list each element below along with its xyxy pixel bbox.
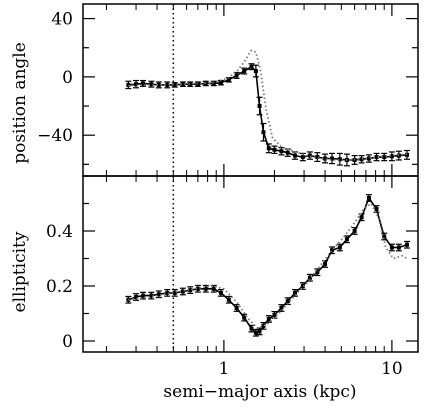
- position-angle-data-point: [234, 73, 239, 78]
- ellipticity-data-point: [307, 275, 312, 280]
- position-angle-data-point: [285, 150, 290, 155]
- position-angle-data-point: [366, 156, 371, 161]
- position-angle-data-point: [300, 155, 305, 160]
- ellipticity-data-point: [323, 262, 328, 266]
- position-angle-data-point: [374, 155, 379, 160]
- ellipticity-data-point: [165, 290, 170, 295]
- position-angle-data-point: [359, 157, 364, 162]
- position-angle-data-point: [382, 155, 387, 160]
- ellipticity-data-point: [141, 293, 146, 298]
- position-angle-data-point: [141, 81, 146, 86]
- ellipticity-data-point: [234, 306, 239, 310]
- position-angle-data-point: [307, 153, 312, 158]
- ellipticity-data-point: [261, 323, 266, 328]
- position-angle-data-point: [389, 154, 394, 159]
- ellipticity-data-point: [359, 215, 364, 220]
- position-angle-data-point: [172, 82, 177, 87]
- position-angle-panel: 40 0 −40: [37, 3, 419, 177]
- position-angle-data-point: [261, 130, 266, 135]
- ellipticity-data-point: [272, 312, 277, 317]
- ellipticity-data-point: [242, 315, 247, 320]
- ellipticity-data-point: [156, 292, 161, 297]
- position-angle-data-point: [249, 64, 254, 69]
- ellipticity-data-point: [253, 330, 258, 335]
- ellipticity-data-point: [279, 306, 284, 310]
- position-angle-data-point: [211, 81, 216, 86]
- ellipticity-data-point: [226, 297, 231, 302]
- ellipticity-data-point: [195, 286, 200, 291]
- ellipticity-y-tick-label: 0: [62, 332, 73, 352]
- y-axis-title-position-angle: position angle: [10, 42, 30, 164]
- x-axis-title: semi−major axis (kpc): [163, 382, 356, 402]
- ellipticity-data-point: [149, 293, 154, 298]
- ellipticity-data-point: [352, 229, 357, 233]
- position-angle-data-point: [165, 82, 170, 87]
- position-angle-data-point: [242, 69, 247, 74]
- y-axis-title-ellipticity: ellipticity: [10, 231, 30, 312]
- ellipticity-data-point: [126, 297, 131, 302]
- ellipticity-data-point: [134, 295, 139, 299]
- position-angle-data-point: [315, 155, 320, 160]
- position-angle-data-point: [188, 82, 193, 87]
- ellipticity-data-point: [366, 196, 371, 200]
- position-angle-data-point: [323, 156, 328, 161]
- ellipticity-data-point: [285, 299, 290, 304]
- ellipticity-data-point: [344, 237, 349, 242]
- position-angle-data-point: [226, 77, 231, 82]
- ellipticity-data-point: [172, 290, 177, 295]
- position-angle-data-point: [293, 153, 298, 158]
- position-angle-data-point: [180, 82, 185, 87]
- ellipticity-data-point: [266, 317, 271, 321]
- ellipticity-data-point: [180, 289, 185, 294]
- ellipticity-data-point: [374, 207, 379, 211]
- ellipticity-model-curve: [128, 202, 408, 330]
- position-angle-data-point: [126, 82, 131, 87]
- position-angle-frame: [82, 3, 419, 177]
- ellipticity-frame: [82, 175, 419, 353]
- position-angle-data-point: [218, 80, 223, 85]
- ellipticity-data-point: [382, 234, 387, 239]
- ellipticity-y-tick-label: 0.4: [46, 222, 73, 242]
- position-angle-data-point: [266, 146, 271, 151]
- position-angle-data-point: [272, 147, 277, 152]
- ellipticity-x-tick-label: 1: [218, 359, 229, 379]
- position-angle-data-point: [279, 149, 284, 154]
- ellipticity-data-point: [203, 286, 208, 291]
- position-angle-data-point: [156, 82, 161, 87]
- ellipticity-x-tick-label: 10: [381, 359, 403, 379]
- ellipticity-data-point: [257, 329, 262, 334]
- ellipticity-data-point: [249, 326, 254, 331]
- ellipticity-data-point: [405, 242, 410, 247]
- ellipticity-data-point: [293, 290, 298, 295]
- ellipticity-data-point: [396, 245, 401, 250]
- ellipticity-data-point: [315, 270, 320, 275]
- position-angle-y-tick-label: 0: [62, 68, 73, 88]
- position-angle-data-point: [253, 69, 258, 74]
- ellipticity-panel: 0 0.2 0.4 1 10: [46, 175, 419, 379]
- ellipticity-data-point: [337, 245, 342, 250]
- ellipticity-data-line: [128, 196, 408, 334]
- position-angle-data-point: [134, 82, 139, 87]
- ellipticity-data-point: [188, 288, 193, 293]
- position-angle-data-point: [337, 157, 342, 162]
- ellipticity-data-point: [389, 245, 394, 250]
- ellipticity-data-point: [218, 290, 223, 295]
- position-angle-data-point: [330, 156, 335, 161]
- position-angle-data-point: [149, 82, 154, 87]
- ellipticity-y-tick-label: 0.2: [46, 277, 73, 297]
- position-angle-y-tick-label: 40: [51, 10, 73, 30]
- ellipticity-data-point: [330, 248, 335, 253]
- position-angle-y-tick-label: −40: [37, 126, 73, 146]
- position-angle-data-point: [257, 104, 262, 109]
- ellipticity-data-point: [211, 286, 216, 291]
